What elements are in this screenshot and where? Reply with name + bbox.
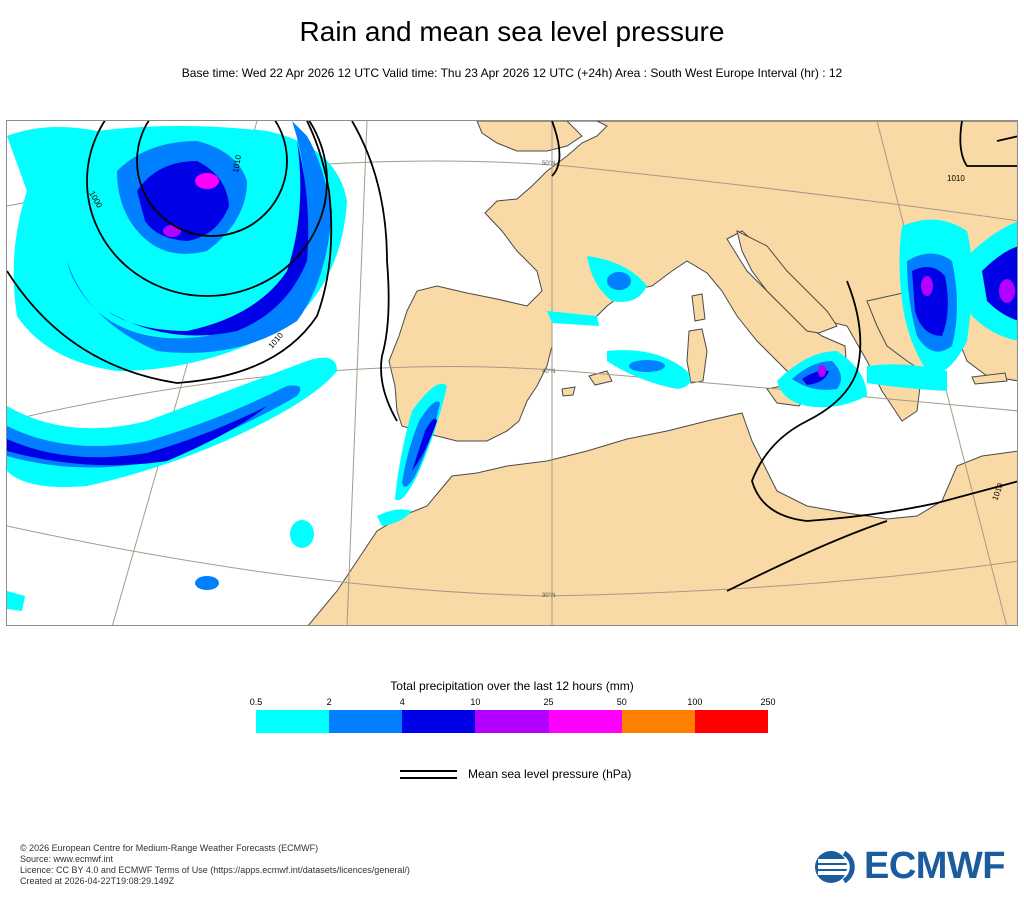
land-corsica [691, 293, 706, 322]
tick-label: 25 [543, 697, 554, 707]
colorbar-band [475, 710, 549, 733]
lat-label-50: 50°N [542, 161, 555, 167]
tick-label: 2 [326, 697, 332, 707]
colorbar-band [548, 710, 622, 733]
footer-line: Licence: CC BY 4.0 and ECMWF Terms of Us… [20, 865, 410, 875]
tick-label: 4 [399, 697, 405, 707]
isobars [7, 121, 1017, 592]
precipitation-med [377, 219, 1017, 526]
colorbar-ticks: 0.5 2 4 10 25 50 100 250 [250, 697, 776, 709]
colorbar-band [402, 710, 476, 733]
colorbar-band [329, 710, 403, 733]
land-italy [736, 230, 838, 334]
precipitation-west-low [7, 121, 347, 611]
latitude-labels: 50°N 40°N 30°N [542, 161, 555, 599]
isobar-label-4: 1010 [947, 174, 965, 183]
land-crete [971, 372, 1008, 385]
graticule [7, 121, 1017, 625]
land-north-africa [308, 412, 1017, 625]
colorbar-band [256, 710, 330, 733]
tick-label: 50 [616, 697, 627, 707]
pressure-line-swatch [400, 777, 457, 779]
tick-label: 10 [470, 697, 481, 707]
land-sardinia [686, 328, 708, 384]
ecmwf-logo: ECMWF [814, 845, 1006, 888]
precip-legend-title: Total precipitation over the last 12 hou… [390, 679, 634, 693]
colorbar-band [694, 710, 768, 733]
footer-line: © 2026 European Centre for Medium-Range … [20, 843, 319, 853]
tick-label: 0.5 [249, 697, 263, 707]
chart-subtitle: Base time: Wed 22 Apr 2026 12 UTC Valid … [181, 66, 843, 80]
footer-line: Created at 2026-04-22T19:08:29.149Z [20, 876, 175, 886]
tick-label: 250 [760, 697, 776, 707]
land-balearic-2 [561, 386, 576, 397]
lat-label-30: 30°N [542, 593, 555, 599]
precip-colorbar [256, 710, 768, 733]
footer-line: Source: www.ecmwf.int [20, 854, 114, 864]
pressure-legend-label: Mean sea level pressure (hPa) [468, 767, 632, 781]
lat-label-40: 40°N [542, 369, 555, 375]
land-british-isles [476, 121, 583, 152]
isobar-label-3: 1010 [231, 154, 243, 174]
colorbar-band [621, 710, 695, 733]
footer-credits: © 2026 European Centre for Medium-Range … [20, 843, 410, 887]
pressure-line-swatch [400, 770, 457, 772]
precipitation-map: 1000 1010 1010 1010 1010 50°N 40°N 30°N [6, 120, 1018, 626]
ecmwf-logo-text: ECMWF [864, 845, 1006, 887]
chart-title: Rain and mean sea level pressure [299, 16, 725, 47]
tick-label: 100 [687, 697, 703, 707]
ecmwf-logo-icon [815, 850, 858, 883]
